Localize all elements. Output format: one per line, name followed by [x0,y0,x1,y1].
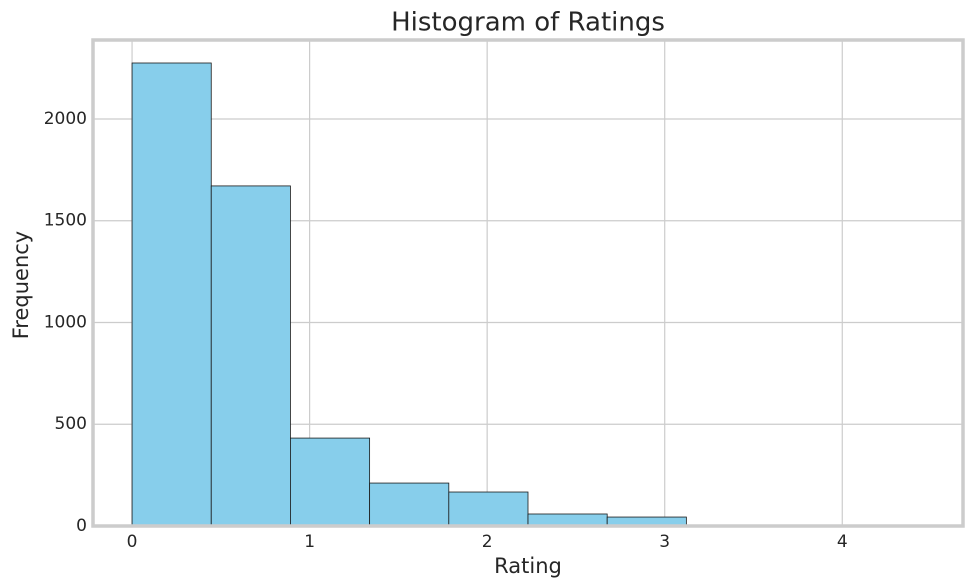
bar [131,62,212,527]
bar [290,437,371,527]
y-tick-label: 1000 [44,312,87,332]
x-tick-label: 0 [127,532,138,552]
chart-title: Histogram of Ratings [391,8,665,38]
plot-frame [91,38,965,528]
y-tick-label: 500 [55,414,87,434]
x-tick-label: 3 [659,532,670,552]
x-tick-label: 2 [482,532,493,552]
y-tick-label: 2000 [44,109,87,129]
y-axis-label: Frequency [9,231,33,340]
bar [527,513,608,527]
y-tick-label: 0 [76,516,87,536]
y-tick-label: 1500 [44,211,87,231]
x-tick-label: 4 [837,532,848,552]
x-tick-label: 1 [304,532,315,552]
bar [448,491,529,527]
x-axis-label: Rating [494,554,562,578]
bar [369,482,450,527]
bar [210,185,291,527]
